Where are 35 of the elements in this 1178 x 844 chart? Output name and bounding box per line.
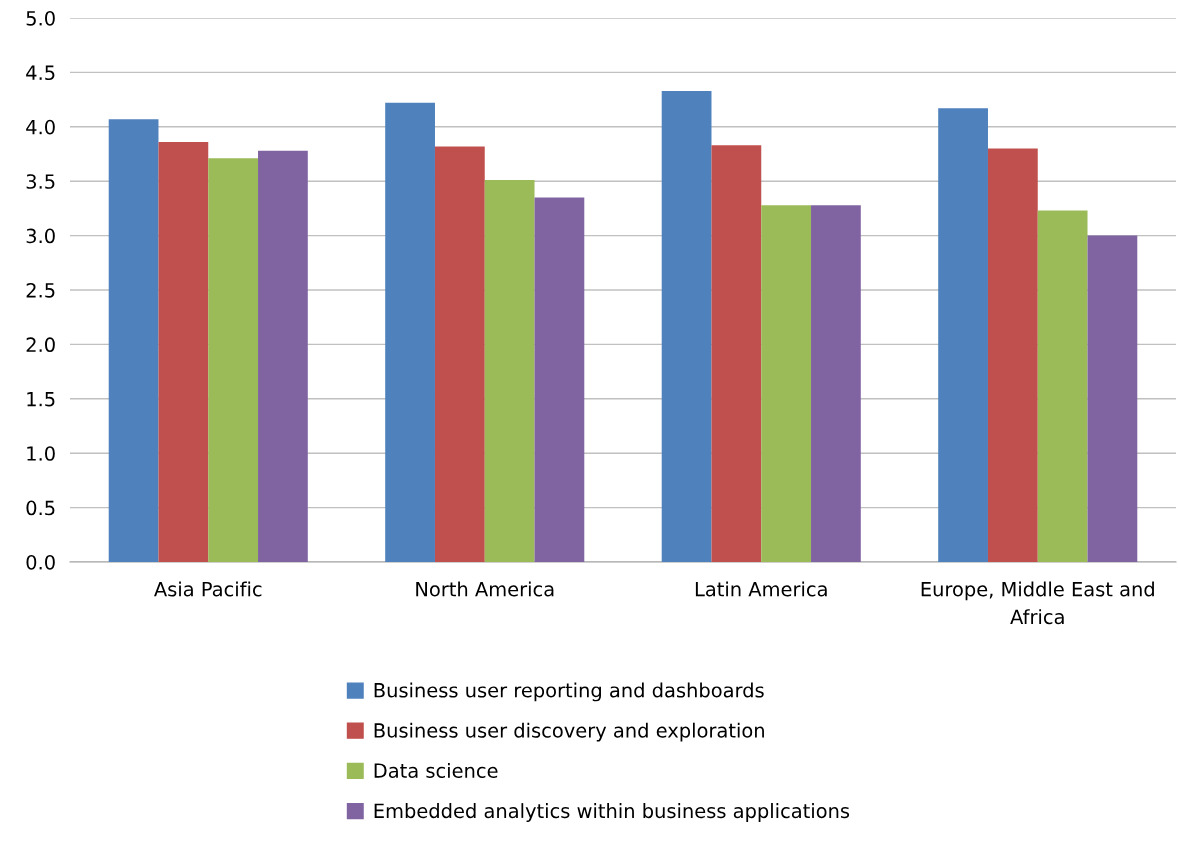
bar xyxy=(534,197,585,562)
y-tick-label: 2.5 xyxy=(26,282,55,298)
y-tick-label: 2.0 xyxy=(26,337,55,353)
bar xyxy=(987,148,1038,562)
bar xyxy=(711,145,762,562)
legend-label: Embedded analytics within business applications xyxy=(374,803,850,822)
y-tick-label: 3.0 xyxy=(26,228,55,244)
y-tick-label: 1.0 xyxy=(27,446,55,461)
bar xyxy=(258,150,308,562)
y-tick-label: 4.5 xyxy=(26,65,55,81)
bar xyxy=(1087,235,1138,562)
x-tick-label: Asia Pacific xyxy=(154,581,262,597)
legend-label: Data science xyxy=(374,762,498,778)
y-tick-label: 3.5 xyxy=(26,174,55,189)
bar xyxy=(661,90,712,562)
y-tick-label: 0.0 xyxy=(26,554,55,570)
bar xyxy=(208,158,259,562)
bar xyxy=(385,102,435,562)
bar xyxy=(484,180,535,562)
bar xyxy=(434,146,485,562)
bar xyxy=(938,108,988,562)
bar xyxy=(158,142,209,562)
y-tick-label: 0.5 xyxy=(26,500,55,516)
bar xyxy=(108,119,159,562)
bar xyxy=(811,205,861,562)
x-tick-label: North America xyxy=(416,581,554,597)
bar xyxy=(1037,210,1088,562)
x-tick-label: Europe, Middle East and Africa xyxy=(921,581,1154,625)
legend-label: Business user discovery and exploration xyxy=(374,722,764,742)
y-tick-label: 1.5 xyxy=(27,392,55,407)
bar xyxy=(761,205,812,562)
y-tick-label: 5.0 xyxy=(26,10,55,26)
y-tick-label: 4.0 xyxy=(26,119,55,135)
legend-label: Business user reporting and dashboards xyxy=(374,682,764,702)
x-tick-label: Latin America xyxy=(695,581,827,597)
